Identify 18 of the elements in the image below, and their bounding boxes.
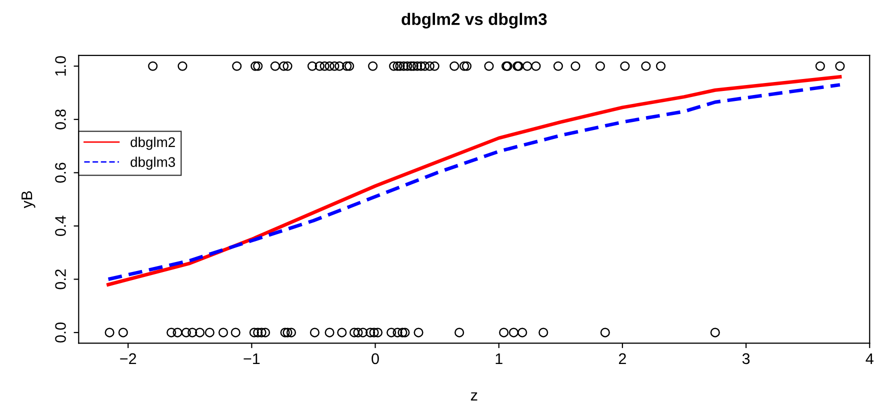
legend-label: dbglm2 [130,136,175,150]
x-tick-label: −2 [120,353,136,364]
x-tick-label: 4 [866,353,874,364]
x-axis-title: z [470,392,478,400]
y-tick-label: 0.8 [55,109,66,130]
x-tick-label: 0 [372,353,379,364]
y-axis-title: yB [22,191,36,208]
legend-label: dbglm3 [130,156,175,170]
y-tick-label: 0.6 [55,162,66,183]
x-tick-label: 3 [742,353,750,364]
x-tick-label: −1 [244,353,260,364]
chart-title: dbglm2 vs dbglm3 [402,12,547,28]
y-tick-label: 0.0 [55,322,66,343]
y-tick-label: 1.0 [55,56,66,76]
x-tick-label: 2 [618,353,626,364]
y-tick-label: 0.2 [55,269,66,290]
x-tick-label: 1 [496,353,502,364]
y-tick-label: 0.4 [55,216,66,236]
